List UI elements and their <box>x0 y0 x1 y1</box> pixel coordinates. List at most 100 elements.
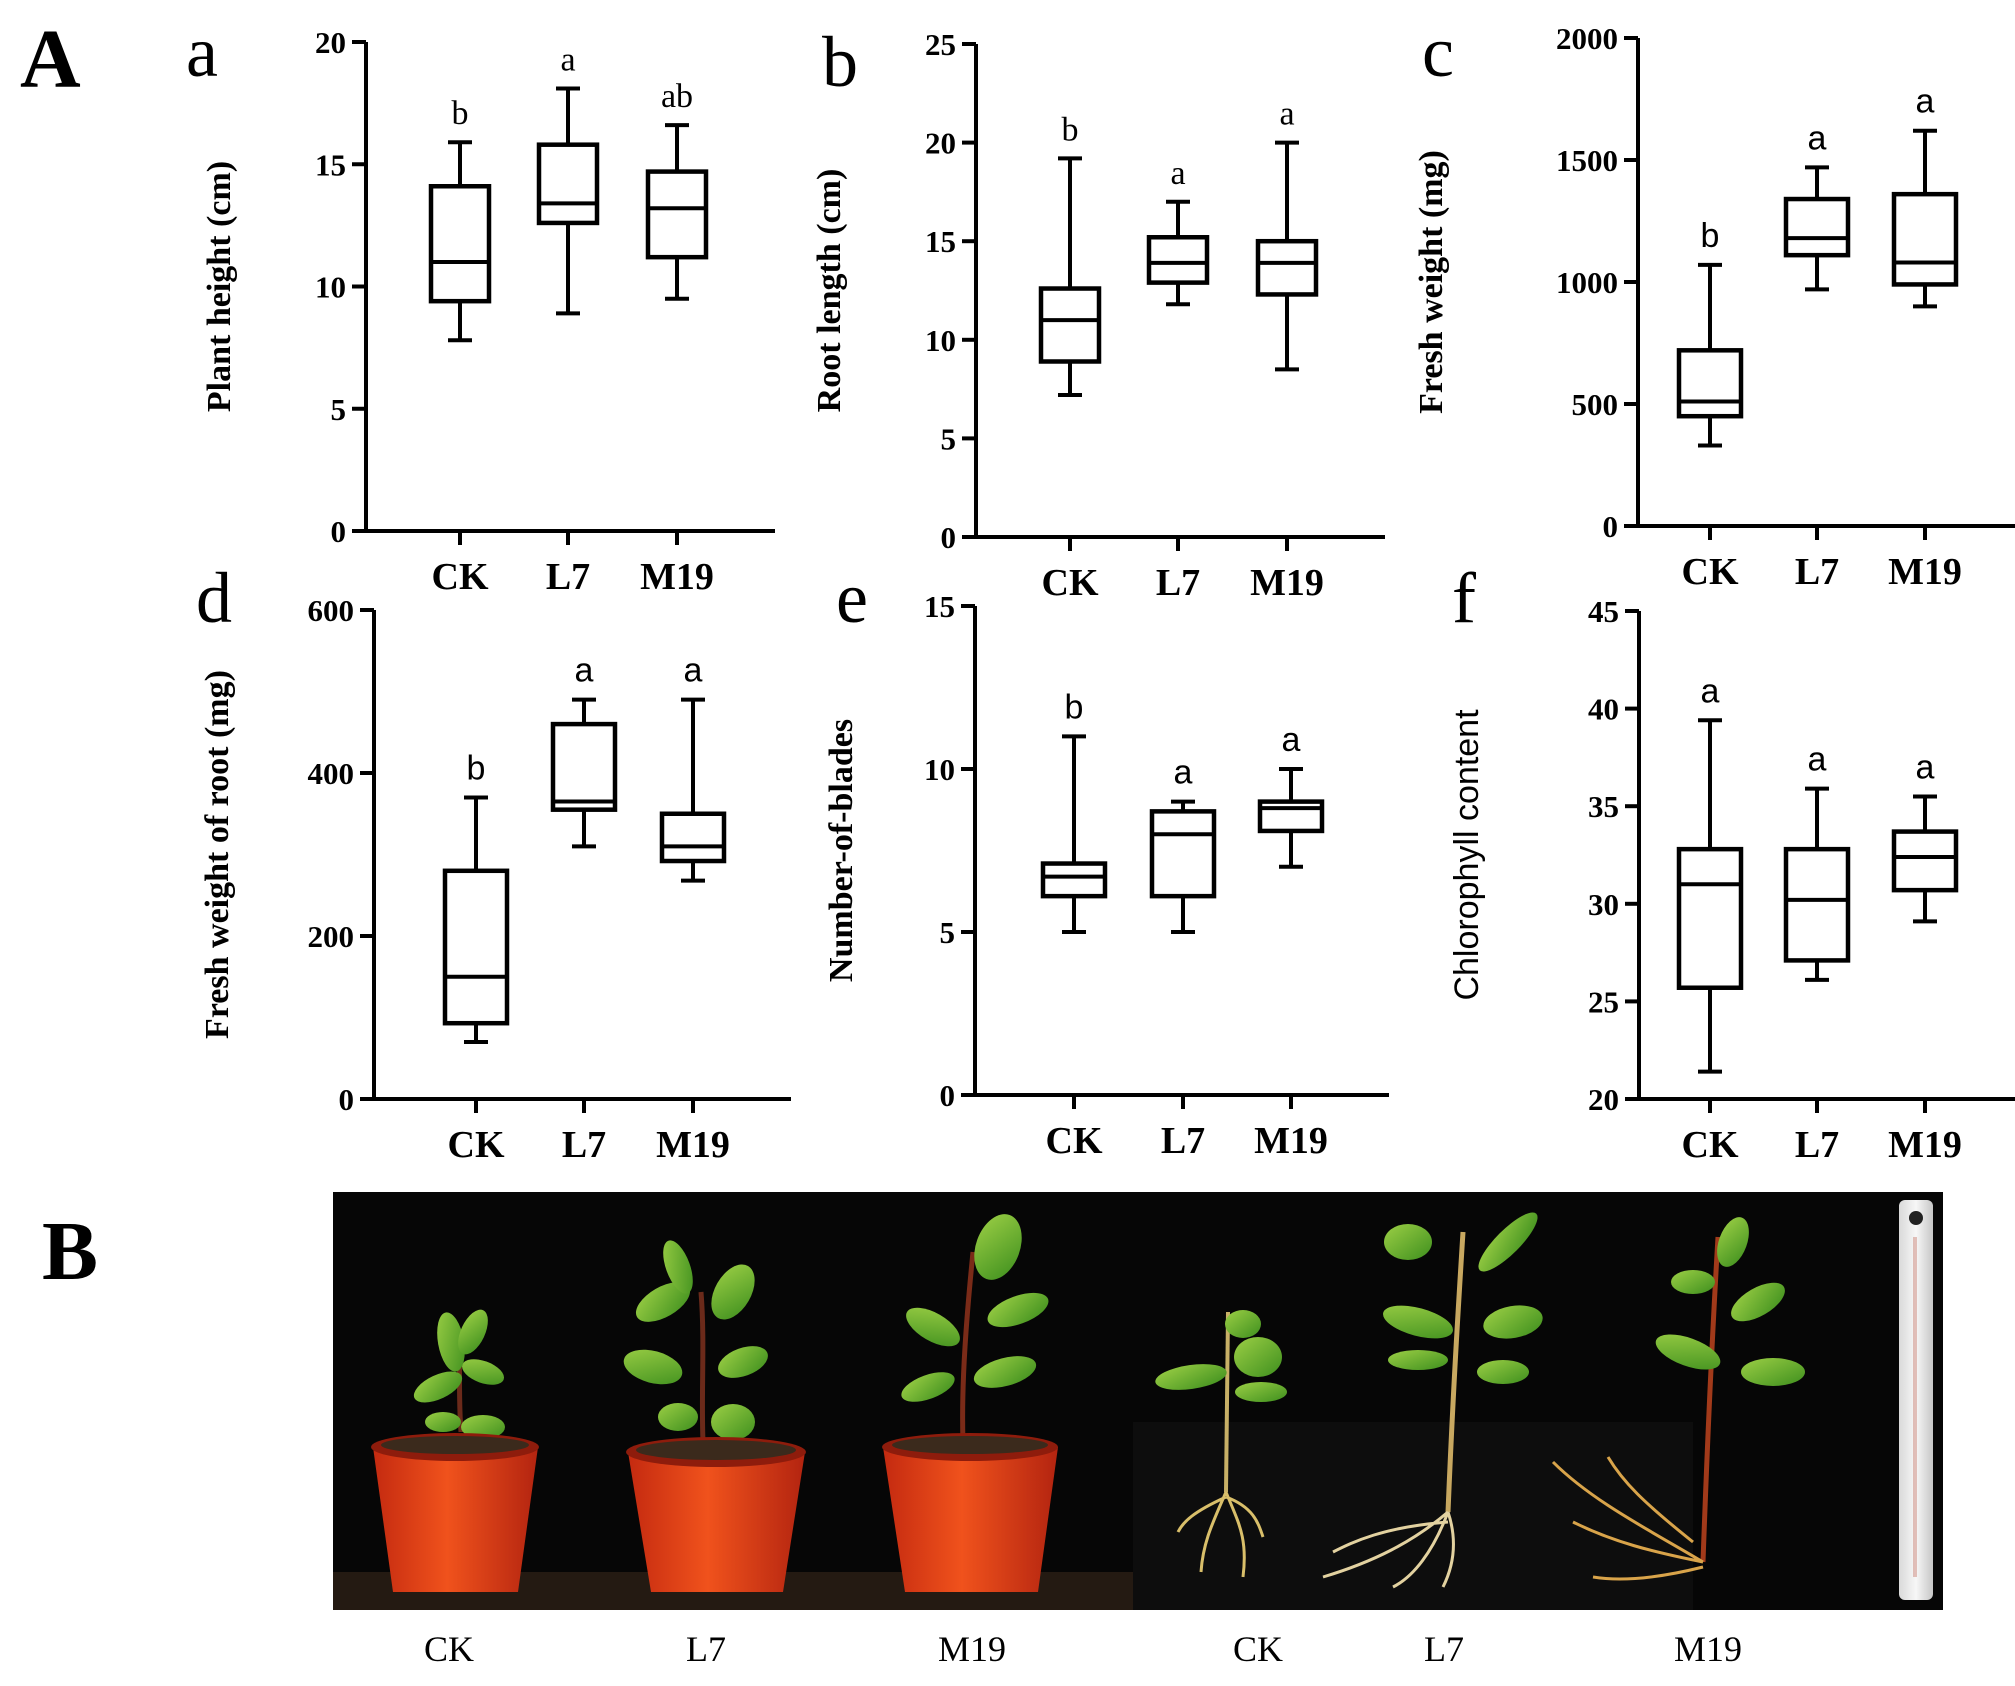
x-tick-label: M19 <box>1888 1124 1962 1166</box>
box-iqr <box>1891 829 1959 893</box>
box-m19 <box>659 697 727 883</box>
significance-letter: a <box>1701 672 1720 710</box>
y-tick-label: 500 <box>1572 387 1619 422</box>
subchart-letter-d: d <box>196 558 232 638</box>
y-tick-label: 0 <box>339 1082 355 1117</box>
box-iqr <box>1783 846 1851 963</box>
subchart-letter-b: b <box>822 22 858 102</box>
y-tick-label: 0 <box>940 1078 956 1113</box>
significance-letter: a <box>1282 721 1301 759</box>
y-axis-title: Root length (cm) <box>811 169 848 413</box>
y-tick-label: 1000 <box>1556 265 1618 300</box>
box-l7 <box>1149 799 1217 934</box>
box-iqr <box>1038 286 1102 364</box>
y-axis-title: Number-of-blades <box>823 719 860 982</box>
y-axis-title: Fresh weight of root (mg) <box>199 670 236 1039</box>
box-iqr <box>1783 196 1851 258</box>
y-tick-label: 0 <box>331 514 347 549</box>
pot-plant-ck <box>371 1309 539 1592</box>
subchart-letter-f: f <box>1452 558 1476 638</box>
box-l7 <box>536 86 600 316</box>
y-tick-label: 0 <box>1603 509 1619 544</box>
box-m19 <box>1257 767 1325 869</box>
subchart-letter-a: a <box>186 12 218 92</box>
y-tick-label: 200 <box>308 919 355 954</box>
x-tick-label: L7 <box>1795 1124 1839 1166</box>
ruler <box>1899 1200 1933 1600</box>
y-tick-label: 1500 <box>1556 143 1618 178</box>
box-ck <box>1040 734 1108 934</box>
box-ck <box>1676 718 1744 1074</box>
y-tick-label: 10 <box>924 752 955 787</box>
box-iqr <box>1149 809 1217 899</box>
seedling-photo-strip <box>333 1192 1943 1610</box>
photo-caption-l7-pot: L7 <box>686 1629 726 1669</box>
x-tick-label: L7 <box>1795 551 1839 593</box>
y-tick-label: 25 <box>1588 984 1619 1019</box>
y-tick-label: 20 <box>925 126 956 161</box>
x-tick-label: CK <box>1046 1120 1103 1162</box>
y-tick-label: 0 <box>941 520 957 555</box>
box-iqr <box>659 811 727 864</box>
x-tick-label: M19 <box>640 556 714 598</box>
significance-letter: a <box>1279 96 1294 133</box>
significance-letter: ab <box>661 78 693 115</box>
x-tick-label: L7 <box>546 556 590 598</box>
x-tick-label: CK <box>432 556 489 598</box>
box-iqr <box>428 184 492 304</box>
box-iqr <box>1676 846 1744 990</box>
significance-letter: a <box>684 652 703 690</box>
subchart-letter-c: c <box>1422 12 1454 92</box>
panel-label-b: B <box>42 1205 99 1298</box>
significance-letter: a <box>1808 119 1827 157</box>
y-tick-label: 5 <box>941 421 957 456</box>
y-tick-label: 10 <box>315 270 346 305</box>
x-tick-label: M19 <box>1250 562 1324 604</box>
x-tick-label: L7 <box>1156 562 1200 604</box>
box-ck <box>428 140 492 343</box>
x-tick-label: L7 <box>1161 1120 1205 1162</box>
bare-root-m19 <box>1551 1217 1805 1581</box>
y-tick-label: 2000 <box>1556 21 1618 56</box>
subchart-letter-e: e <box>836 558 868 638</box>
significance-letter: a <box>1916 83 1935 121</box>
significance-letter: a <box>1916 748 1935 786</box>
y-axis-title: Chlorophyll content <box>1448 709 1486 1001</box>
significance-letter: b <box>1062 111 1079 148</box>
box-iqr <box>1891 191 1959 287</box>
box-iqr <box>645 169 709 260</box>
photo-caption-ck-pot: CK <box>423 1629 475 1669</box>
box-iqr <box>1676 348 1744 419</box>
x-tick-label: CK <box>1042 562 1099 604</box>
y-tick-label: 20 <box>315 25 346 60</box>
box-m19 <box>1255 140 1319 372</box>
significance-letter: b <box>452 95 469 132</box>
significance-letter: b <box>1065 688 1084 726</box>
photo-caption-l7-root: L7 <box>1424 1629 1464 1669</box>
x-tick-label: M19 <box>656 1124 730 1166</box>
pot-plant-l7 <box>623 1240 806 1592</box>
y-tick-label: 45 <box>1588 594 1619 629</box>
box-iqr <box>1255 238 1319 297</box>
y-tick-label: 20 <box>1588 1082 1619 1117</box>
significance-letter: a <box>1808 741 1827 779</box>
box-iqr <box>550 721 618 812</box>
y-axis-title: Fresh weight (mg) <box>1413 150 1450 414</box>
box-ck <box>1676 262 1744 448</box>
y-tick-label: 25 <box>925 27 956 62</box>
significance-letter: b <box>467 749 486 787</box>
y-tick-label: 10 <box>925 323 956 358</box>
bare-root-l7 <box>1322 1212 1543 1589</box>
y-tick-label: 15 <box>925 224 956 259</box>
pot-plant-m19 <box>882 1214 1058 1592</box>
significance-letter: b <box>1701 217 1720 255</box>
x-tick-label: CK <box>448 1124 505 1166</box>
panel-label-a: A <box>20 13 81 106</box>
x-tick-label: L7 <box>562 1124 606 1166</box>
